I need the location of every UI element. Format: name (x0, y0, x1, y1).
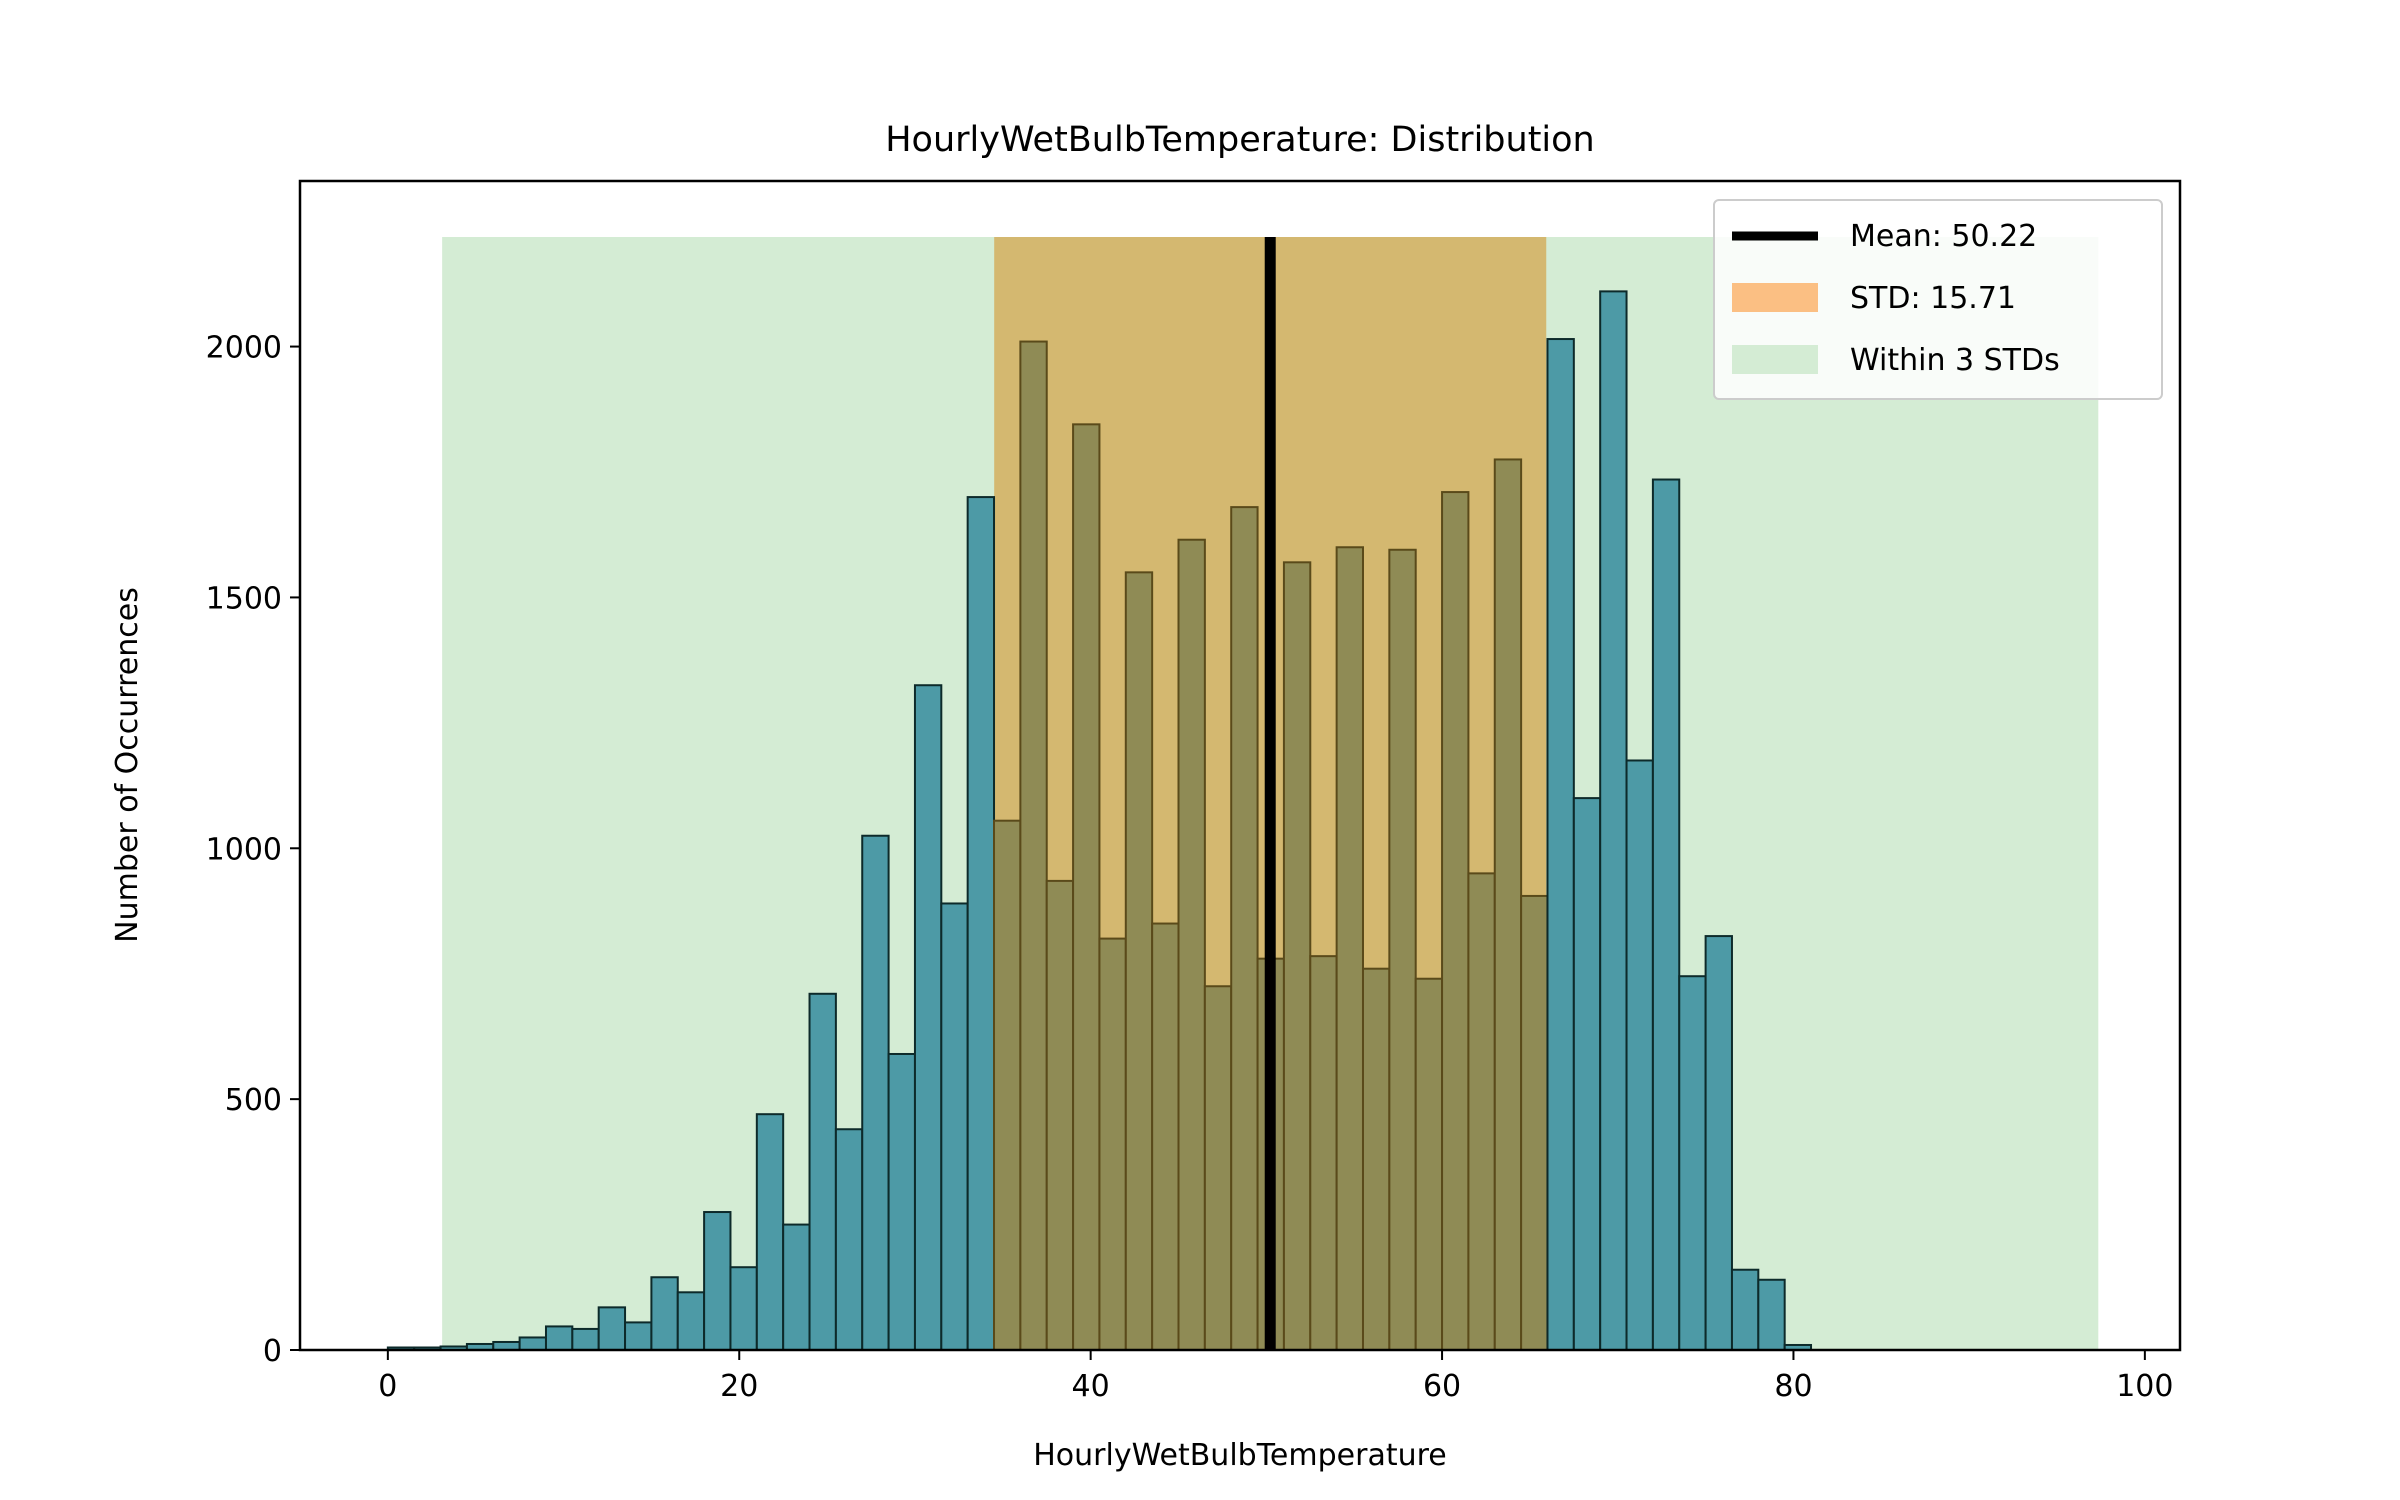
histogram-bar (940, 902, 969, 1351)
histogram-bar (1045, 879, 1075, 1351)
y-tick-label: 0 (263, 1334, 282, 1369)
legend: Mean: 50.22 STD: 15.71 Within 3 STDs (1713, 199, 2163, 400)
histogram-bar (597, 1306, 627, 1352)
histogram-bar (1388, 548, 1417, 1351)
plot-frame (298, 179, 2182, 1352)
histogram-bar (887, 1052, 916, 1352)
histogram-bar (1177, 538, 1206, 1351)
x-tick-label: 0 (378, 1369, 397, 1404)
x-tick-label: 20 (720, 1369, 758, 1404)
histogram-bar (1493, 458, 1523, 1351)
histogram-bar (1309, 955, 1338, 1351)
histogram-bar (1361, 967, 1391, 1351)
histogram-bar (1124, 571, 1154, 1351)
chart-title: HourlyWetBulbTemperature: Distribution (885, 120, 1595, 160)
histogram-bar (1151, 922, 1180, 1351)
y-tick-label: 1000 (206, 832, 282, 867)
legend-std-swatch (1732, 283, 1818, 312)
histogram-bar (624, 1321, 653, 1352)
histogram-bar (1098, 937, 1127, 1351)
x-tick-label: 60 (1423, 1369, 1461, 1404)
legend-3std-label: Within 3 STDs (1850, 343, 2060, 378)
histogram-bar (755, 1113, 785, 1351)
histogram-bar (808, 992, 837, 1351)
histogram-bar (1599, 290, 1628, 1351)
histogram-bar (1546, 338, 1575, 1351)
y-tick-label: 1500 (206, 581, 282, 616)
y-axis-label: Number of Occurrences (110, 587, 145, 943)
histogram-bar (1441, 491, 1470, 1351)
histogram-bar (782, 1223, 811, 1351)
histogram-bar (1335, 546, 1364, 1351)
histogram-bar (544, 1325, 574, 1351)
legend-box (1713, 199, 2163, 400)
histogram-bar (1019, 340, 1048, 1351)
histogram-bar (1730, 1268, 1760, 1352)
histogram-bar (703, 1211, 732, 1352)
histogram-bar (676, 1291, 706, 1352)
y-tick-label: 500 (225, 1083, 282, 1118)
x-axis-ticks: 0 20 40 60 80 100 (378, 1350, 2173, 1404)
x-tick-label: 40 (1072, 1369, 1110, 1404)
histogram-bar (1625, 759, 1654, 1351)
y-tick-label: 2000 (206, 331, 282, 366)
histogram-bar (1282, 561, 1312, 1351)
histogram-bar (834, 1128, 864, 1351)
histogram-bar (1757, 1278, 1786, 1351)
x-axis-label: HourlyWetBulbTemperature (1033, 1438, 1446, 1473)
histogram-bar (913, 684, 943, 1351)
histogram-bar (1203, 985, 1233, 1351)
y-axis-ticks: 0 500 1000 1500 2000 (206, 331, 300, 1369)
histogram-bar (861, 834, 890, 1351)
histogram-bar (966, 496, 996, 1351)
histogram-bar (1467, 872, 1496, 1351)
x-tick-label: 100 (2116, 1369, 2173, 1404)
histogram-bar (650, 1276, 679, 1352)
legend-mean-label: Mean: 50.22 (1850, 219, 2037, 254)
x-tick-label: 80 (1774, 1369, 1812, 1404)
histogram-bar (1572, 797, 1602, 1351)
histogram-bar (1520, 894, 1549, 1351)
legend-3std-swatch (1732, 345, 1818, 374)
histogram-bar (571, 1327, 600, 1351)
histogram-bar (1678, 975, 1707, 1351)
histogram-bar (1230, 506, 1259, 1351)
histogram-bar (993, 819, 1022, 1351)
histogram-bar (518, 1336, 547, 1351)
legend-std-label: STD: 15.71 (1850, 281, 2016, 316)
histogram-bar (1414, 977, 1444, 1351)
histogram-bar (729, 1266, 758, 1352)
histogram-bar (1704, 935, 1733, 1351)
histogram-bar (1651, 478, 1681, 1351)
histogram-bar (1072, 423, 1101, 1351)
